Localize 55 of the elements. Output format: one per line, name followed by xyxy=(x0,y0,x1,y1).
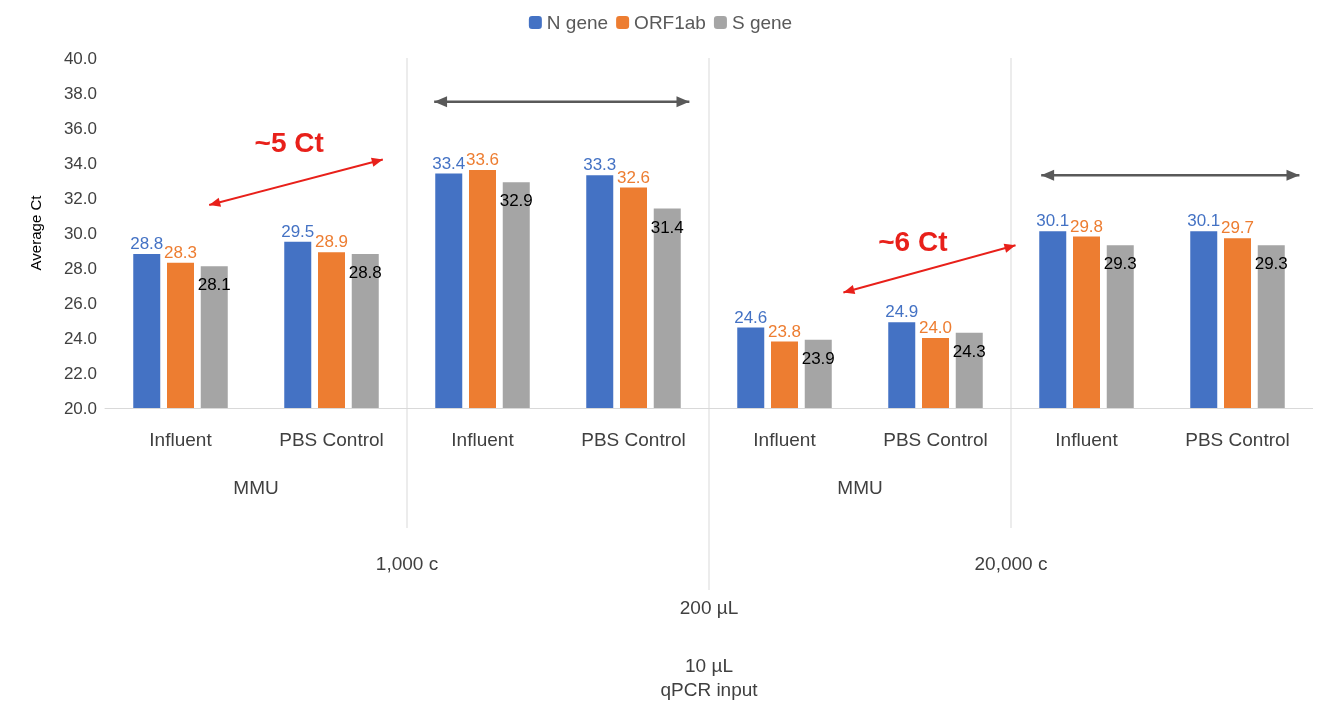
x-tick-label: PBS Control xyxy=(581,429,686,450)
x-tick-label: Influent xyxy=(1055,429,1119,450)
data-label: 33.3 xyxy=(583,155,617,175)
data-label: 23.9 xyxy=(801,348,835,368)
text: 200 µL xyxy=(679,596,739,618)
y-tick-label: 22.0 xyxy=(63,363,97,383)
y-tick-label: 28.0 xyxy=(63,258,97,278)
data-label: 28.3 xyxy=(163,242,198,262)
data-label: 30.1 xyxy=(1187,211,1221,231)
text: MMU xyxy=(233,476,279,498)
data-label: 24.9 xyxy=(885,302,919,322)
data-label: 23.8 xyxy=(767,321,802,341)
data-label: 28.8 xyxy=(348,263,382,282)
y-tick-label: 38.0 xyxy=(63,83,97,103)
data-label: 29.5 xyxy=(281,221,315,241)
data-label: 30.1 xyxy=(1036,211,1070,231)
legend-label: N gene xyxy=(546,12,609,33)
data-label: 32.9 xyxy=(499,191,533,211)
y-tick-label: 20.0 xyxy=(63,398,97,418)
x-tick-label: PBS Control xyxy=(883,429,988,450)
data-label: 28.8 xyxy=(130,234,164,253)
annotation: ~5 Ct xyxy=(254,126,324,158)
x-tick-label: Influent xyxy=(149,429,213,450)
x-tick-label: PBS Control xyxy=(1185,429,1290,450)
y-tick-label: 36.0 xyxy=(63,118,97,138)
data-label: 29.7 xyxy=(1220,218,1255,238)
data-label: 24.3 xyxy=(952,341,986,361)
text: 10 µL qPCR input xyxy=(660,654,759,700)
y-axis-title: Average Ct xyxy=(27,194,44,271)
y-tick-label: 34.0 xyxy=(63,153,97,173)
data-label: 24.0 xyxy=(918,318,953,337)
x-tick-label: Influent xyxy=(753,429,817,450)
data-label: 32.6 xyxy=(616,167,651,187)
data-label: 29.8 xyxy=(1069,216,1104,236)
text: 1,000 c xyxy=(375,552,439,574)
data-label: 29.3 xyxy=(1103,254,1137,274)
legend-label: S gene xyxy=(731,12,793,33)
data-label: 33.6 xyxy=(465,150,500,169)
y-tick-label: 30.0 xyxy=(63,223,97,243)
data-label: 28.9 xyxy=(314,232,349,252)
y-tick-label: 26.0 xyxy=(63,293,97,313)
data-label: 33.4 xyxy=(432,153,466,173)
y-tick-label: 40.0 xyxy=(63,48,97,68)
x-tick-label: PBS Control xyxy=(279,429,384,450)
data-label: 28.1 xyxy=(197,275,231,295)
text: 20,000 c xyxy=(974,552,1048,574)
annotation: ~6 Ct xyxy=(878,226,948,258)
data-label: 29.3 xyxy=(1254,254,1288,274)
legend-label: ORF1ab xyxy=(634,12,706,33)
text: MMU xyxy=(837,476,883,498)
x-tick-label: Influent xyxy=(451,429,515,450)
y-tick-label: 32.0 xyxy=(63,188,97,208)
y-tick-label: 24.0 xyxy=(63,328,97,348)
data-label: 31.4 xyxy=(650,217,684,237)
data-label: 24.6 xyxy=(734,307,768,327)
